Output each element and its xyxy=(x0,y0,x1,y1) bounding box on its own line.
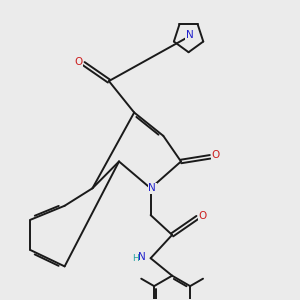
Text: N: N xyxy=(138,252,146,262)
Text: N: N xyxy=(186,30,194,40)
Text: O: O xyxy=(211,150,220,160)
Text: O: O xyxy=(74,57,82,67)
Text: H: H xyxy=(132,254,139,263)
Text: O: O xyxy=(199,211,207,221)
Text: N: N xyxy=(148,183,156,193)
